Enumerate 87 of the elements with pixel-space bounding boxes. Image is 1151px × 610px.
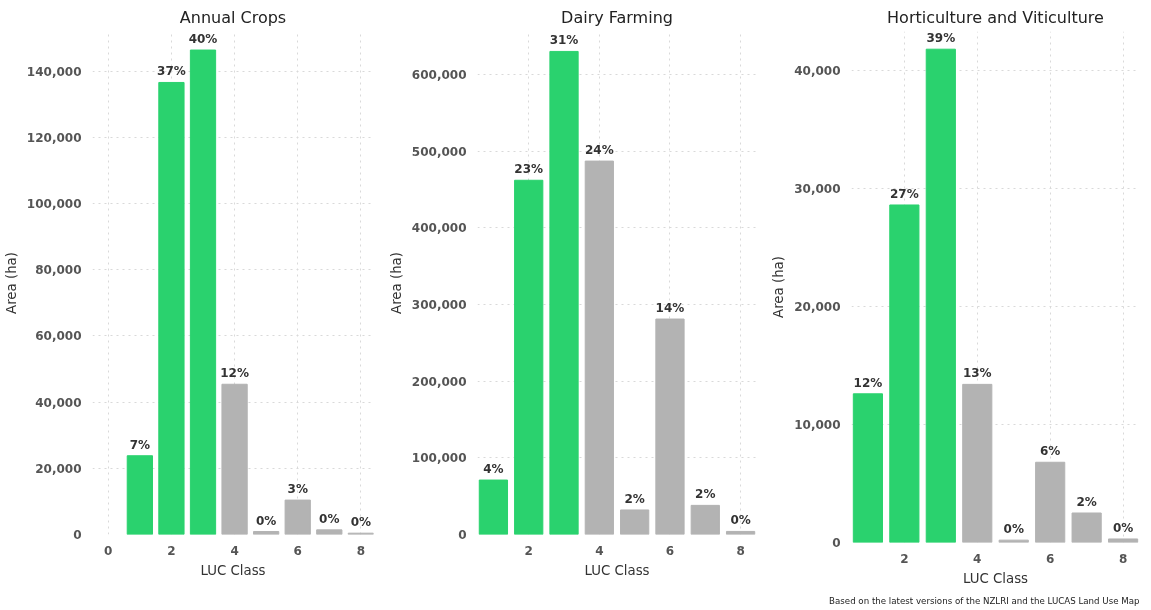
y-axis-title: Area (ha) (771, 256, 787, 318)
bar (549, 50, 579, 535)
annotation: 0% (255, 513, 277, 528)
bar (998, 539, 1029, 543)
x-tick-label: 8 (356, 543, 366, 558)
annotation: 39% (926, 31, 956, 46)
y-tick-label: 10,000 (794, 417, 841, 432)
y-tick-label: 500,000 (411, 144, 467, 159)
bar (1071, 512, 1102, 543)
y-tick-label: 0 (73, 528, 82, 542)
bar (221, 383, 248, 535)
x-tick-label: 8 (736, 543, 745, 558)
y-tick-label: 300,000 (411, 297, 467, 312)
bar (690, 504, 720, 535)
x-tick-label: 4 (230, 543, 239, 558)
bar (1108, 538, 1139, 543)
annotation: 2% (1076, 495, 1097, 509)
annotation: 0% (730, 513, 751, 528)
annotation: 31% (549, 33, 579, 48)
annotation: 2% (695, 487, 716, 502)
annotation: 12% (853, 375, 883, 390)
bar (1035, 461, 1066, 543)
x-axis-title: LUC Class (584, 562, 650, 578)
bar (189, 49, 217, 535)
annotation: 40% (188, 32, 218, 47)
annotation: 7% (129, 437, 151, 452)
annotation: 0% (319, 511, 340, 526)
x-tick-label: 6 (293, 543, 302, 558)
y-tick-label: 40,000 (794, 63, 841, 78)
y-tick-label: 30,000 (794, 181, 841, 196)
x-tick-label: 8 (1118, 551, 1128, 566)
y-tick-label: 20,000 (35, 461, 82, 476)
x-tick-label: 6 (1046, 551, 1055, 566)
bar (889, 204, 920, 543)
y-tick-label: 100,000 (411, 451, 467, 466)
bar (316, 529, 343, 535)
y-tick-label: 100,000 (26, 197, 82, 212)
x-axis-title: LUC Class (962, 570, 1029, 586)
x-tick-label: 6 (665, 543, 675, 558)
bar (655, 318, 685, 535)
y-tick-label: 80,000 (35, 263, 82, 278)
annotation: 6% (1040, 444, 1061, 459)
x-tick-label: 0 (104, 543, 113, 558)
x-axis-title: LUC Class (200, 562, 266, 578)
annotation: 2% (624, 491, 645, 506)
annotation: 12% (220, 366, 249, 381)
x-tick-label: 2 (524, 543, 533, 558)
annotation: 37% (157, 64, 186, 79)
y-tick-label: 120,000 (26, 130, 82, 145)
bar (126, 455, 153, 535)
y-tick-label: 0 (458, 528, 467, 542)
chart-title: Annual Crops (179, 7, 287, 27)
bar (852, 393, 883, 543)
y-tick-label: 60,000 (35, 329, 82, 344)
x-tick-label: 2 (900, 551, 909, 566)
y-tick-label: 200,000 (411, 374, 467, 389)
bar (284, 499, 311, 535)
y-tick-label: 400,000 (411, 221, 467, 236)
y-tick-label: 600,000 (411, 67, 467, 82)
annotation: 13% (962, 366, 992, 381)
annotation: 0% (1112, 520, 1134, 535)
chart-title: Dairy Farming (561, 7, 673, 27)
x-tick-label: 2 (167, 543, 176, 558)
y-tick-label: 40,000 (35, 395, 82, 410)
chart-title: Horticulture and Viticulture (887, 7, 1104, 27)
bar (158, 81, 185, 535)
y-axis-title: Area (ha) (3, 252, 19, 314)
x-tick-label: 4 (595, 543, 604, 558)
bar (514, 179, 544, 535)
annotation: 0% (350, 515, 372, 530)
x-tick-label: 4 (973, 551, 982, 566)
annotation: 24% (584, 143, 614, 158)
annotation: 27% (890, 186, 919, 201)
y-tick-label: 20,000 (794, 299, 841, 314)
bar (478, 479, 509, 535)
annotation: 14% (655, 301, 685, 316)
y-axis-title: Area (ha) (388, 252, 404, 314)
annotation: 0% (1003, 522, 1024, 537)
annotation: 23% (514, 162, 544, 177)
text: Based on the latest versions of the NZLRI and the LUCAS Land Use Map (829, 595, 1141, 606)
annotation: 4% (483, 462, 504, 477)
bar (620, 509, 650, 535)
bar (962, 383, 993, 543)
bar (925, 48, 956, 543)
bar (584, 160, 614, 535)
annotation: 3% (287, 482, 308, 497)
y-tick-label: 140,000 (26, 64, 82, 79)
